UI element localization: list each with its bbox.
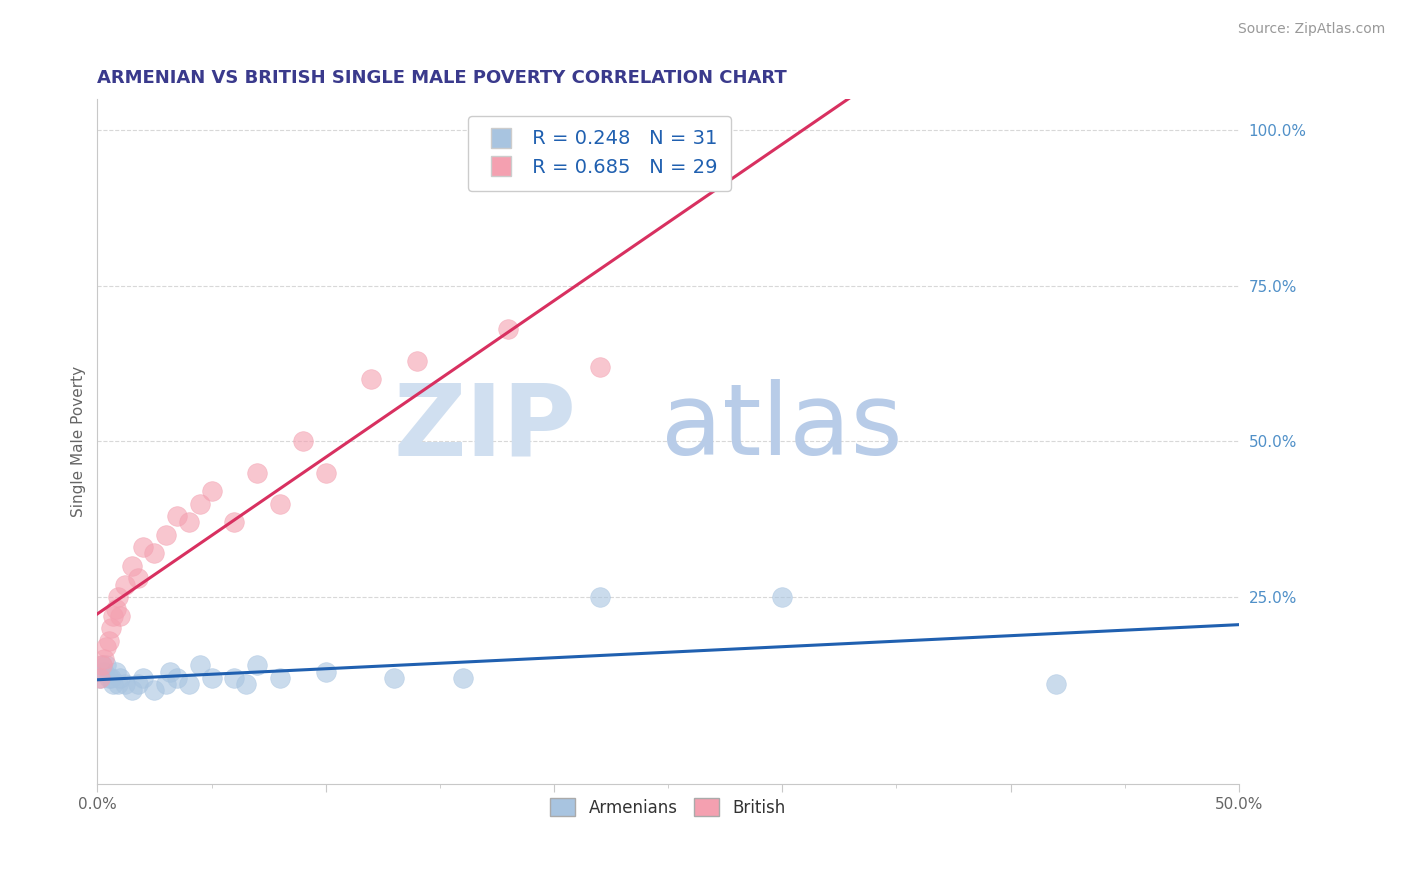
Point bbox=[406, 353, 429, 368]
Point bbox=[121, 558, 143, 573]
Point bbox=[90, 658, 112, 673]
Point bbox=[132, 541, 155, 555]
Point bbox=[96, 640, 118, 654]
Point bbox=[382, 671, 405, 685]
Point bbox=[166, 671, 188, 685]
Legend: Armenians, British: Armenians, British bbox=[544, 792, 793, 823]
Point bbox=[97, 633, 120, 648]
Point bbox=[159, 665, 181, 679]
Point bbox=[235, 677, 257, 691]
Point bbox=[97, 671, 120, 685]
Point bbox=[114, 677, 136, 691]
Y-axis label: Single Male Poverty: Single Male Poverty bbox=[72, 366, 86, 517]
Point bbox=[103, 677, 125, 691]
Point bbox=[177, 677, 200, 691]
Point bbox=[269, 671, 291, 685]
Point bbox=[451, 671, 474, 685]
Text: Source: ZipAtlas.com: Source: ZipAtlas.com bbox=[1237, 22, 1385, 37]
Point bbox=[224, 671, 246, 685]
Point bbox=[114, 577, 136, 591]
Point bbox=[770, 590, 793, 604]
Point bbox=[315, 665, 337, 679]
Point bbox=[93, 652, 115, 666]
Point bbox=[588, 590, 610, 604]
Text: atlas: atlas bbox=[661, 379, 903, 476]
Point bbox=[104, 602, 127, 616]
Point bbox=[107, 677, 129, 691]
Point bbox=[269, 497, 291, 511]
Point bbox=[224, 516, 246, 530]
Point bbox=[498, 322, 520, 336]
Point bbox=[108, 671, 131, 685]
Point bbox=[127, 571, 149, 585]
Point bbox=[96, 658, 118, 673]
Point bbox=[246, 466, 269, 480]
Point bbox=[104, 665, 127, 679]
Point bbox=[89, 671, 111, 685]
Point bbox=[93, 665, 115, 679]
Point bbox=[200, 484, 222, 499]
Point bbox=[588, 359, 610, 374]
Point bbox=[246, 658, 269, 673]
Point bbox=[155, 677, 177, 691]
Point bbox=[89, 671, 111, 685]
Point bbox=[166, 509, 188, 524]
Point bbox=[360, 372, 382, 386]
Point bbox=[103, 608, 125, 623]
Point bbox=[108, 608, 131, 623]
Point bbox=[143, 683, 166, 698]
Point bbox=[143, 546, 166, 560]
Text: ZIP: ZIP bbox=[394, 379, 576, 476]
Point bbox=[100, 671, 122, 685]
Point bbox=[200, 671, 222, 685]
Point bbox=[132, 671, 155, 685]
Point bbox=[188, 497, 211, 511]
Point bbox=[291, 434, 314, 449]
Point bbox=[100, 621, 122, 635]
Point bbox=[155, 528, 177, 542]
Point bbox=[107, 590, 129, 604]
Text: ARMENIAN VS BRITISH SINGLE MALE POVERTY CORRELATION CHART: ARMENIAN VS BRITISH SINGLE MALE POVERTY … bbox=[97, 69, 787, 87]
Point bbox=[188, 658, 211, 673]
Point bbox=[1045, 677, 1067, 691]
Point bbox=[90, 658, 112, 673]
Point bbox=[127, 677, 149, 691]
Point bbox=[315, 466, 337, 480]
Point bbox=[121, 683, 143, 698]
Point bbox=[177, 516, 200, 530]
